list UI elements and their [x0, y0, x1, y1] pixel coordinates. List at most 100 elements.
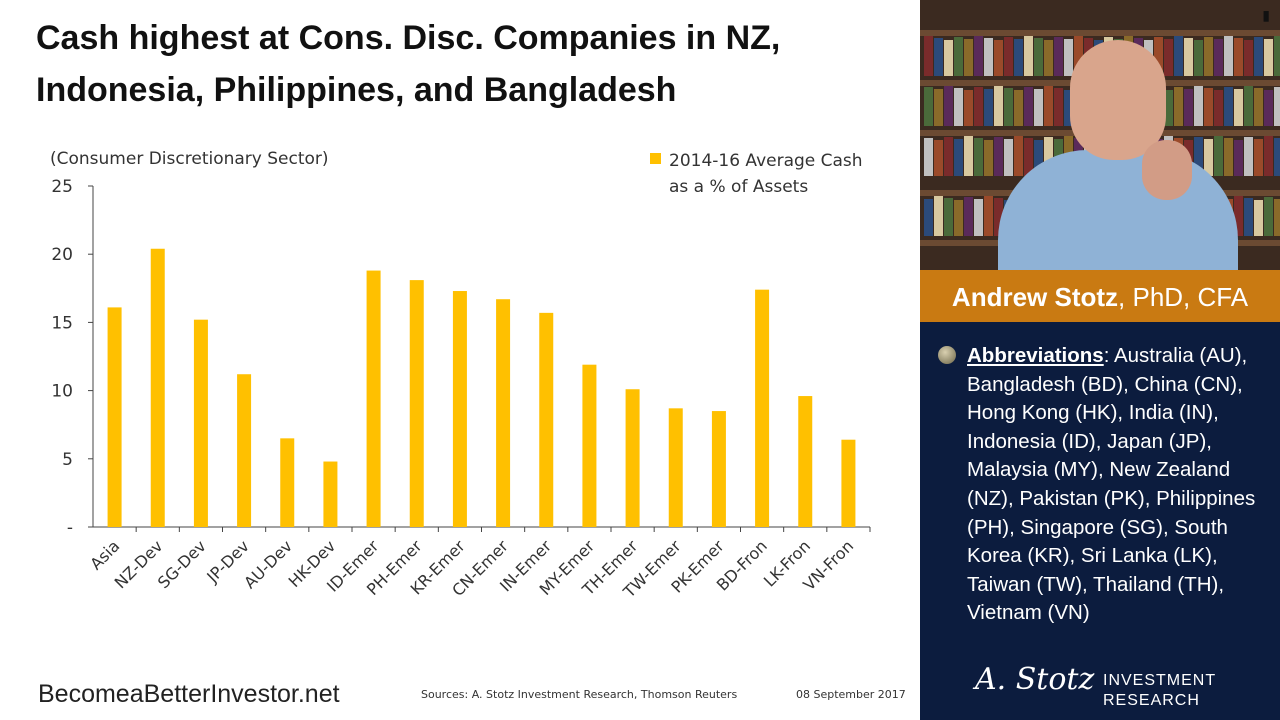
footer-date: 08 September 2017 — [796, 688, 906, 701]
book — [1004, 37, 1013, 76]
footer-website: BecomeaBetterInvestor.net — [38, 680, 340, 708]
y-tick-label: 10 — [51, 382, 73, 402]
book — [1164, 90, 1173, 126]
presenter-hand — [1142, 140, 1192, 200]
book — [1204, 139, 1213, 176]
bar-kr-emer — [452, 291, 467, 527]
bar-hk-dev — [323, 461, 338, 527]
book — [934, 89, 943, 126]
book — [984, 89, 993, 126]
book — [964, 90, 973, 126]
presenter-name: Andrew Stotz — [951, 282, 1119, 312]
book — [1054, 88, 1063, 126]
bar-tw-emer — [668, 408, 683, 527]
presenter-head — [1070, 40, 1166, 160]
book — [1004, 139, 1013, 176]
company-logo: A. Stotz INVESTMENT RESEARCH — [975, 662, 1275, 714]
book — [1034, 38, 1043, 76]
book — [924, 87, 933, 126]
book — [1274, 87, 1280, 126]
book — [974, 36, 983, 76]
book — [994, 198, 1003, 236]
book — [1234, 140, 1243, 176]
bar-lk-fron — [798, 396, 813, 527]
book — [924, 36, 933, 76]
book — [1204, 88, 1213, 126]
book — [1184, 38, 1193, 76]
book — [1194, 40, 1203, 76]
book — [1044, 137, 1053, 176]
x-tick-label: SG-Dev — [154, 536, 210, 592]
book — [1004, 88, 1013, 126]
book — [1274, 36, 1280, 76]
book — [1184, 89, 1193, 126]
book — [1014, 39, 1023, 76]
book — [1064, 39, 1073, 76]
book — [1044, 40, 1053, 76]
book — [1254, 200, 1263, 236]
book — [984, 140, 993, 176]
presenter-credentials: , PhD, CFA — [1118, 282, 1249, 312]
book — [1234, 196, 1243, 236]
legend-swatch — [650, 153, 661, 164]
book — [1014, 136, 1023, 176]
book — [974, 199, 983, 236]
book — [1204, 37, 1213, 76]
book — [954, 139, 963, 176]
book — [934, 38, 943, 76]
abbreviations-heading: Abbreviations — [967, 344, 1104, 367]
legend-label-line1: 2014-16 Average Cash — [669, 151, 863, 171]
slide: Cash highest at Cons. Disc. Companies in… — [30, 19, 906, 708]
bullet-icon — [938, 346, 956, 364]
book — [1044, 86, 1053, 126]
book — [944, 40, 953, 76]
book — [1194, 137, 1203, 176]
book — [924, 199, 933, 236]
bar-pk-emer — [711, 411, 726, 527]
bar-id-emer — [366, 270, 381, 527]
book — [1224, 87, 1233, 126]
bar-th-emer — [625, 389, 640, 527]
book — [1034, 140, 1043, 176]
book — [1244, 40, 1253, 76]
book — [1174, 87, 1183, 126]
book — [954, 88, 963, 126]
bar-asia — [107, 307, 122, 527]
bar-my-emer — [582, 364, 597, 527]
book — [1214, 136, 1223, 176]
presenter-body — [998, 150, 1238, 270]
book — [1264, 90, 1273, 126]
y-tick-label: 15 — [51, 313, 73, 333]
book — [964, 39, 973, 76]
bar-ph-emer — [409, 280, 424, 527]
y-tick-label: 5 — [62, 450, 73, 470]
book — [974, 138, 983, 176]
bookshelf — [920, 30, 1280, 36]
book — [1024, 36, 1033, 76]
bar-bd-fron — [755, 289, 770, 527]
book — [1244, 198, 1253, 236]
book — [984, 38, 993, 76]
bar-nz-dev — [150, 248, 165, 527]
chart-svg: (Consumer Discretionary Sector) - 5 10 15 20 2… — [50, 149, 871, 602]
footer-sources: Sources: A. Stotz Investment Research, T… — [421, 688, 738, 701]
book — [1234, 38, 1243, 76]
book — [1224, 36, 1233, 76]
book — [1274, 199, 1280, 236]
abbreviations-box: Abbreviations: Australia (AU), Banglades… — [938, 342, 1270, 628]
book — [934, 196, 943, 236]
book — [1264, 136, 1273, 176]
book — [1274, 138, 1280, 176]
book — [1254, 88, 1263, 126]
book — [1224, 138, 1233, 176]
book — [954, 37, 963, 76]
bar-chart: (Consumer Discretionary Sector) - 5 10 15 20 2… — [30, 140, 900, 610]
legend-label-line2: as a % of Assets — [669, 177, 808, 197]
book — [1064, 90, 1073, 126]
book — [994, 137, 1003, 176]
y-tick-label: 20 — [51, 245, 73, 265]
book — [924, 138, 933, 176]
bar-sg-dev — [193, 319, 208, 527]
book — [954, 200, 963, 236]
book — [1264, 39, 1273, 76]
